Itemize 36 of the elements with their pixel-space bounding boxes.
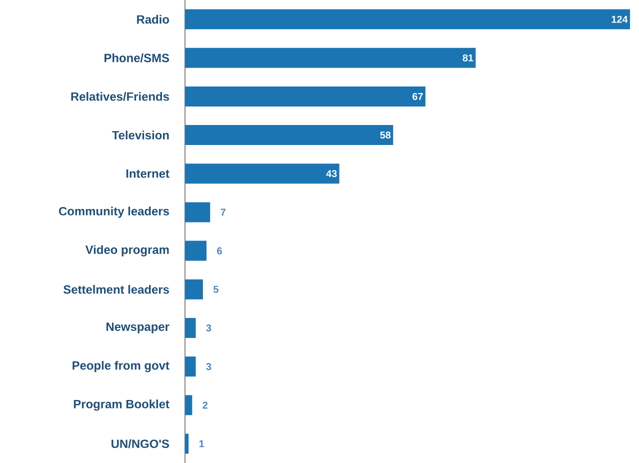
- data-label: 1: [199, 440, 204, 448]
- data-label: 58: [380, 132, 391, 139]
- bar: [185, 48, 476, 68]
- bar: [185, 434, 189, 454]
- y-tick-label: Video program: [85, 245, 169, 256]
- y-tick-label: Settelment leaders: [64, 284, 169, 294]
- y-tick-label: Internet: [126, 169, 170, 178]
- data-label: 7: [220, 208, 226, 216]
- bar: [185, 356, 196, 377]
- y-tick-label: Community leaders: [59, 206, 169, 218]
- data-label: 81: [462, 54, 474, 62]
- y-tick-label: UN/NGO'S: [112, 439, 170, 448]
- data-label: 124: [612, 16, 628, 23]
- bar: [185, 279, 203, 300]
- bar: [185, 9, 630, 30]
- y-tick-label: Television: [112, 130, 169, 140]
- y-tick-label: Program Booklet: [74, 400, 170, 411]
- bar: [185, 240, 207, 261]
- data-label: 5: [213, 286, 218, 293]
- data-label: 67: [412, 92, 423, 100]
- bar: [185, 202, 210, 222]
- y-tick-label: Relatives/Friends: [71, 92, 169, 101]
- bar: [185, 125, 394, 146]
- y-tick-label: People from govt: [72, 360, 170, 372]
- y-tick-label: Radio: [137, 14, 170, 24]
- bar: [185, 395, 192, 416]
- y-tick-label: Phone/SMS: [104, 53, 170, 62]
- data-label: 43: [326, 170, 337, 178]
- bar: [185, 164, 340, 184]
- data-label: 2: [202, 402, 208, 409]
- data-label: 3: [206, 324, 212, 332]
- y-tick-label: Newspaper: [106, 322, 170, 334]
- data-label: 3: [206, 363, 212, 370]
- data-label: 6: [217, 247, 222, 254]
- bar: [185, 318, 196, 338]
- bar: [185, 86, 426, 106]
